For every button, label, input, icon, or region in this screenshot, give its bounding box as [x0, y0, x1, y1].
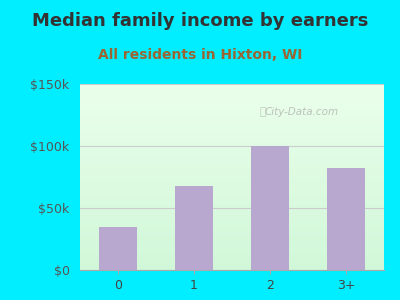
- Text: City-Data.com: City-Data.com: [265, 107, 339, 117]
- Text: All residents in Hixton, WI: All residents in Hixton, WI: [98, 48, 302, 62]
- Bar: [99, 226, 137, 270]
- Bar: [175, 186, 213, 270]
- Text: Median family income by earners: Median family income by earners: [32, 12, 368, 30]
- Bar: [251, 146, 289, 270]
- Text: ⓒ: ⓒ: [259, 107, 266, 117]
- Bar: [327, 168, 365, 270]
